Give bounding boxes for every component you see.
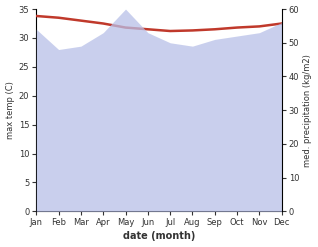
Y-axis label: med. precipitation (kg/m2): med. precipitation (kg/m2) (303, 54, 313, 167)
Y-axis label: max temp (C): max temp (C) (5, 81, 15, 139)
X-axis label: date (month): date (month) (123, 231, 195, 242)
